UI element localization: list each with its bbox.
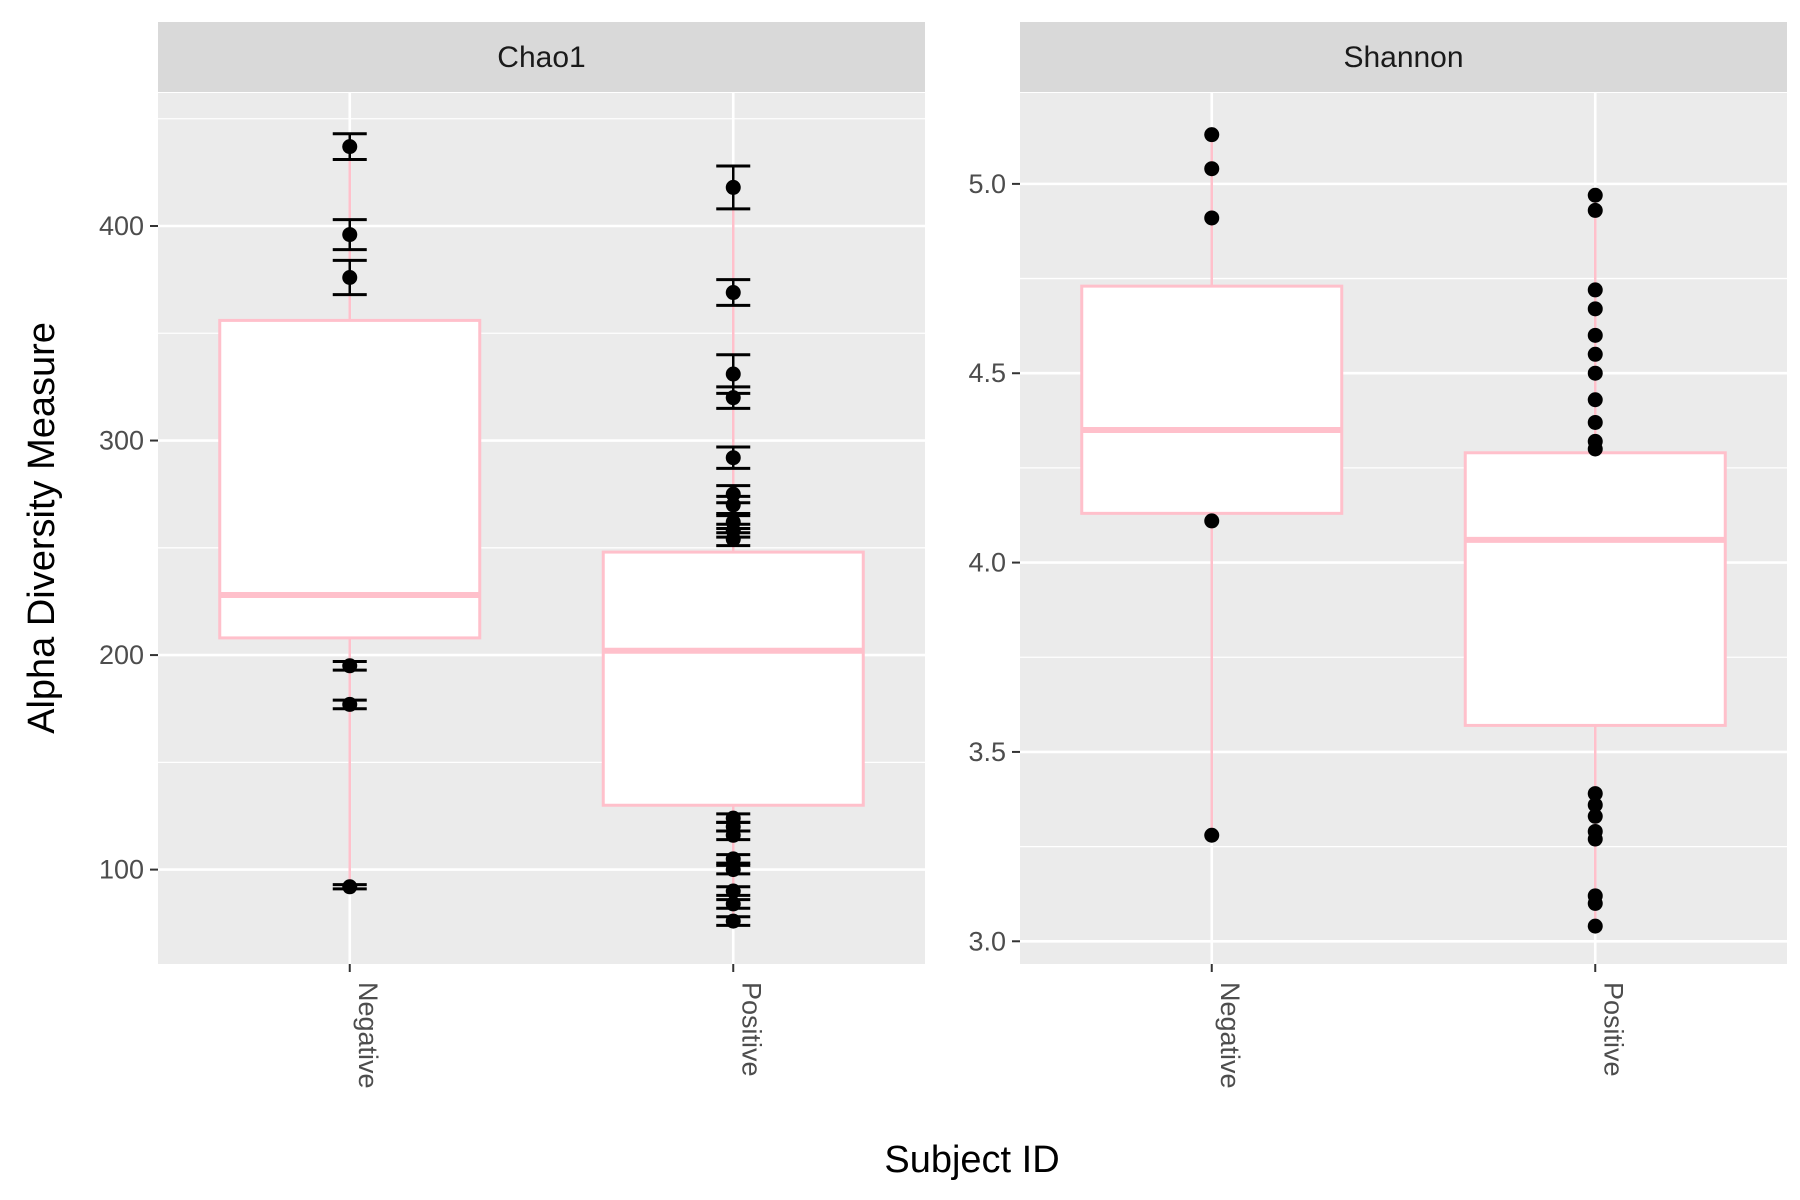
data-point	[1587, 797, 1603, 813]
data-point	[725, 896, 741, 912]
data-point	[1587, 831, 1603, 847]
y-axis-title: Alpha Diversity Measure	[21, 322, 63, 734]
strip-title: Chao1	[497, 41, 585, 74]
y-tick-label: 200	[99, 640, 144, 670]
data-point	[725, 285, 741, 301]
points-positive	[1587, 187, 1603, 934]
data-point	[1587, 346, 1603, 362]
data-point	[1204, 513, 1220, 529]
data-point	[1587, 392, 1603, 408]
data-point	[342, 658, 358, 674]
box-iqr	[1080, 284, 1344, 515]
x-axis-title: Subject ID	[884, 1139, 1059, 1181]
strip-background	[1020, 22, 1787, 92]
box-iqr	[218, 318, 482, 640]
data-point	[725, 827, 741, 843]
data-point	[1204, 161, 1220, 177]
strip-background	[158, 22, 925, 92]
y-tick-label: 3.5	[968, 737, 1006, 767]
data-point	[725, 179, 741, 195]
data-point	[1587, 202, 1603, 218]
data-point	[725, 883, 741, 899]
data-point	[725, 531, 741, 547]
box-positive	[1463, 195, 1727, 927]
data-point	[725, 497, 741, 513]
box-negative	[1080, 134, 1344, 836]
strip-title: Shannon	[1343, 41, 1463, 74]
data-point	[1204, 210, 1220, 226]
box-iqr	[1463, 451, 1727, 727]
box-negative	[218, 146, 482, 887]
data-point	[1587, 187, 1603, 203]
y-tick-label: 5.0	[968, 169, 1006, 199]
data-point	[1587, 327, 1603, 343]
y-tick-label: 100	[99, 855, 144, 885]
data-point	[342, 879, 358, 895]
x-tick-label: Positive	[736, 982, 766, 1077]
data-point	[342, 139, 358, 155]
data-point	[1587, 365, 1603, 381]
points-negative	[1204, 127, 1220, 843]
data-point	[725, 851, 741, 867]
box-iqr	[601, 550, 865, 807]
panel-chao1: Chao1 100 200 300 400 Negative Positive	[99, 22, 925, 1089]
data-point	[1587, 414, 1603, 430]
points-negative	[332, 132, 367, 895]
data-point	[1587, 282, 1603, 298]
y-tick-label: 300	[99, 426, 144, 456]
y-tick-label: 4.0	[968, 548, 1006, 578]
data-point	[725, 486, 741, 502]
data-point	[725, 450, 741, 466]
points-positive	[716, 164, 751, 929]
data-point	[1204, 827, 1220, 843]
data-point	[1587, 301, 1603, 317]
data-point	[1204, 127, 1220, 143]
box-positive	[601, 187, 865, 926]
x-tick-label: Negative	[353, 982, 383, 1089]
data-point	[725, 913, 741, 929]
data-point	[1587, 895, 1603, 911]
data-point	[725, 390, 741, 406]
data-point	[1587, 441, 1603, 457]
data-point	[725, 366, 741, 382]
data-point	[342, 227, 358, 243]
data-point	[1587, 808, 1603, 824]
data-point	[342, 696, 358, 712]
x-tick-label: Negative	[1215, 982, 1245, 1089]
x-tick-label: Positive	[1598, 982, 1628, 1077]
y-tick-label: 4.5	[968, 358, 1006, 388]
data-point	[725, 862, 741, 878]
y-tick-label: 3.0	[968, 926, 1006, 956]
data-point	[342, 269, 358, 285]
data-point	[1587, 786, 1603, 802]
y-tick-label: 400	[99, 211, 144, 241]
data-point	[1587, 918, 1603, 934]
panel-shannon: Shannon 3.0 3.5 4.0 4.5 5.0 Negative Positive	[968, 22, 1787, 1089]
